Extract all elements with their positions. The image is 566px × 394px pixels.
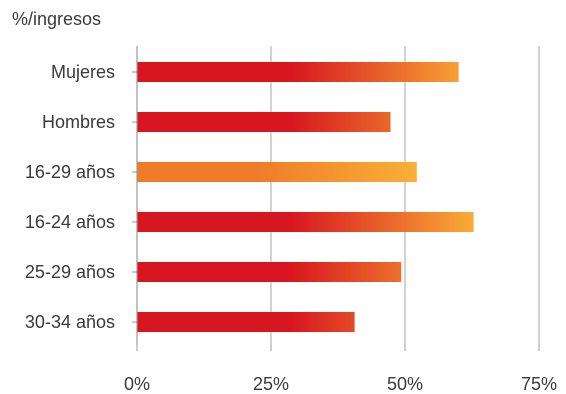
bar-hombres bbox=[137, 112, 391, 132]
bar-16-24-años bbox=[137, 212, 474, 232]
category-label: 30-34 años bbox=[25, 312, 115, 332]
bar-mujeres bbox=[137, 62, 459, 82]
x-tick-label: 25% bbox=[253, 374, 289, 394]
bar-25-29-años bbox=[137, 262, 402, 282]
bars bbox=[137, 62, 474, 332]
category-label: 25-29 años bbox=[25, 262, 115, 282]
x-tick-label: 75% bbox=[521, 374, 557, 394]
category-label: 16-29 años bbox=[25, 162, 115, 182]
gridlines bbox=[270, 46, 540, 345]
bar-16-29-años bbox=[137, 162, 417, 182]
x-tick-label: 50% bbox=[387, 374, 423, 394]
labels: 0% 25% 50% 75% Mujeres Hombres 16-29 años 16-24… bbox=[25, 62, 557, 394]
category-label: Mujeres bbox=[51, 62, 115, 82]
unit-label: %/ingresos bbox=[12, 9, 102, 29]
bar-30-34-años bbox=[137, 312, 355, 332]
category-label: 16-24 años bbox=[25, 212, 115, 232]
category-label: Hombres bbox=[42, 112, 115, 132]
axes bbox=[132, 46, 540, 351]
x-tick-label: 0% bbox=[124, 374, 150, 394]
